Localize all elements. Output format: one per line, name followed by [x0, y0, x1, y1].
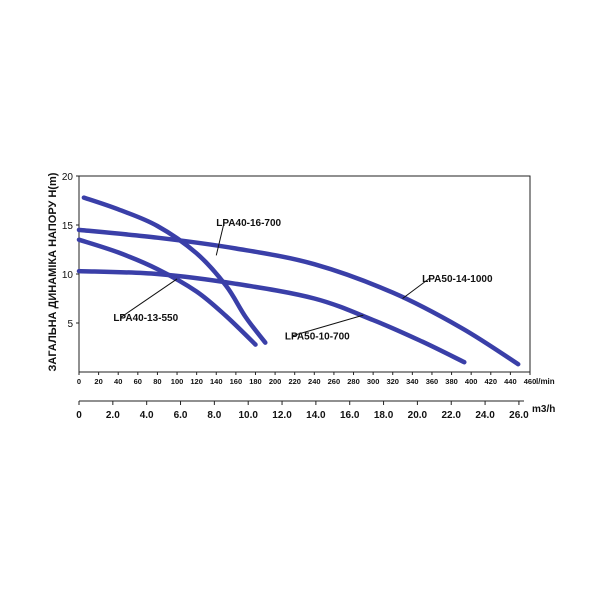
y-tick-label: 20	[62, 172, 74, 183]
x-tick-label-lpm: 360	[426, 377, 439, 386]
curve-label: LPA50-14-1000	[422, 274, 493, 285]
x-tick-label-m3h: 26.0	[509, 410, 529, 421]
x-unit-lpm: l/min	[536, 377, 555, 386]
x-ticks-m3h: 0 2.0 4.0 6.0 8.0 10.0 12.0 14.0 16.0 18.0 20.0 22.…	[76, 401, 529, 421]
x-tick-label-m3h: 20.0	[408, 410, 428, 421]
x-tick-label-m3h: 8.0	[207, 410, 221, 421]
x-tick-label-m3h: 6.0	[174, 410, 188, 421]
x-tick-label-m3h: 12.0	[272, 410, 292, 421]
curve-lpa40-13-550	[76, 237, 258, 347]
x-tick-label-lpm: 240	[308, 377, 321, 386]
x-tick-label-m3h: 0	[76, 410, 82, 421]
x-tick-label-m3h: 16.0	[340, 410, 360, 421]
y-axis-label: ЗАГАЛЬНА ДИНАМІКА НАПОРУ H(m)	[47, 172, 59, 371]
x-tick-label-lpm: 20	[94, 377, 102, 386]
x-tick-label-m3h: 4.0	[140, 410, 154, 421]
x-tick-label-lpm: 40	[114, 377, 122, 386]
x-tick-label-m3h: 2.0	[106, 410, 120, 421]
x-tick-label-lpm: 460	[524, 377, 537, 386]
x-tick-label-lpm: 440	[504, 377, 517, 386]
x-tick-label-lpm: 400	[465, 377, 478, 386]
x-tick-label-m3h: 10.0	[238, 410, 258, 421]
x-tick-label-lpm: 260	[328, 377, 341, 386]
x-tick-label-lpm: 220	[288, 377, 301, 386]
x-tick-label-m3h: 18.0	[374, 410, 394, 421]
leader-line	[402, 277, 431, 299]
x-tick-label-lpm: 340	[406, 377, 419, 386]
x-tick-label-lpm: 200	[269, 377, 282, 386]
x-tick-label-m3h: 14.0	[306, 410, 326, 421]
curve-lpa50-10-700	[76, 268, 467, 365]
curve-lpa50-14-1000	[76, 227, 521, 367]
x-tick-label-lpm: 380	[445, 377, 458, 386]
x-tick-label-lpm: 140	[210, 377, 223, 386]
x-tick-label-lpm: 180	[249, 377, 262, 386]
curve-lpa40-16-700	[81, 195, 268, 345]
x-tick-label-lpm: 320	[386, 377, 399, 386]
curve-label: LPA50-10-700	[285, 332, 350, 343]
x-tick-label-lpm: 120	[190, 377, 203, 386]
leader-line	[292, 314, 364, 337]
x-tick-label-lpm: 0	[77, 377, 81, 386]
x-tick-label-m3h: 24.0	[475, 410, 495, 421]
y-tick-label: 15	[62, 221, 74, 232]
x-tick-label-lpm: 280	[347, 377, 360, 386]
x-tick-label-lpm: 300	[367, 377, 380, 386]
leader-line	[215, 221, 225, 256]
y-tick-label: 10	[62, 270, 74, 281]
x-ticks-lpm: 0 20 40 60 80 100 120 140 160 180 200 220 240 260 280 3…	[77, 372, 536, 386]
curve-labels: LPA40-16-700 LPA40-13-550 LPA50-14-1000 LPA…	[113, 218, 493, 343]
curve-label: LPA40-16-700	[216, 218, 281, 229]
x-tick-label-lpm: 100	[171, 377, 184, 386]
x-tick-label-lpm: 80	[153, 377, 161, 386]
x-unit-m3h: m3/h	[532, 404, 555, 415]
curve-label: LPA40-13-550	[113, 313, 178, 324]
x-tick-label-lpm: 420	[485, 377, 498, 386]
curves	[76, 195, 521, 367]
x-tick-label-m3h: 22.0	[442, 410, 462, 421]
x-tick-label-lpm: 160	[230, 377, 243, 386]
y-tick-label: 5	[67, 319, 73, 330]
y-ticks: 5 10 15 20	[62, 172, 79, 330]
leader-line	[121, 278, 178, 318]
x-tick-label-lpm: 60	[134, 377, 142, 386]
